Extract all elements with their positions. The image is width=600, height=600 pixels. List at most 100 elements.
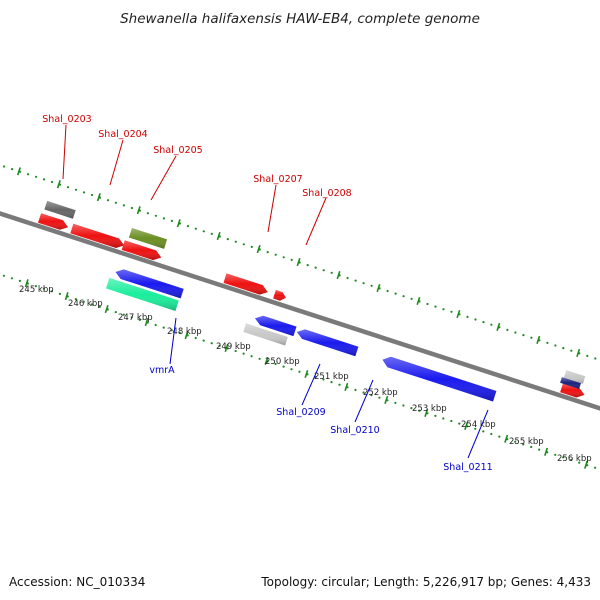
lower-scale-dot <box>138 318 141 321</box>
upper-scale-tick <box>56 180 61 189</box>
forward-gene-feature[interactable] <box>44 200 76 219</box>
lower-scale-dot <box>298 370 301 373</box>
forward-gene-feature[interactable] <box>560 377 581 389</box>
forward-gene-feature[interactable] <box>223 273 268 295</box>
upper-scale-dot <box>442 308 445 311</box>
scale-label: 254 kbp <box>461 420 496 430</box>
lower-scale-tick <box>384 395 389 404</box>
lower-scale-dot <box>58 292 62 295</box>
gene-label-shal-0210[interactable]: Shal_0210 <box>330 425 379 436</box>
forward-gene-feature[interactable] <box>273 289 286 301</box>
reverse-gene-feature[interactable] <box>255 315 297 337</box>
upper-scale-tick <box>576 348 581 357</box>
callout-line <box>354 379 374 423</box>
lower-scale-dot <box>218 344 221 347</box>
gene-label-shal-0203[interactable]: Shal_0203 <box>42 114 91 125</box>
forward-gene-feature[interactable] <box>121 240 162 261</box>
scale-label-layer: 245 kbp 246 kbp 247 kbp 248 kbp 249 kbp … <box>19 285 592 464</box>
gene-label-shal-0211[interactable]: Shal_0211 <box>443 462 492 473</box>
lower-scale-tick <box>144 318 149 327</box>
reverse-gene-feature[interactable] <box>296 329 359 357</box>
gene-label-vmra[interactable]: vmrA <box>149 365 175 376</box>
upper-scale-dot <box>306 264 309 267</box>
gene-label-shal-0209[interactable]: Shal_0209 <box>276 407 325 418</box>
upper-scale-tick <box>16 167 21 176</box>
forward-gene-feature-shade <box>560 382 585 398</box>
reverse-gene-feature[interactable] <box>106 277 179 311</box>
upper-scale-tick <box>176 219 181 228</box>
reverse-gene-feature-shade <box>115 269 184 299</box>
scale-label: 252 kbp <box>363 388 398 398</box>
forward-gene-feature-shade <box>38 213 69 230</box>
lower-scale-dot <box>378 396 381 399</box>
lower-scale-dot <box>370 394 373 397</box>
upper-scale-tick <box>536 335 541 344</box>
upper-scale-dot <box>570 349 573 352</box>
forward-gene-feature-shade <box>121 240 162 261</box>
lower-scale-dot <box>394 401 397 404</box>
lower-scale-tick <box>544 447 549 456</box>
upper-scale-dot <box>330 271 333 274</box>
upper-scale-tick <box>496 322 501 332</box>
lower-scale-dot <box>338 383 341 386</box>
lower-scale-dot <box>10 277 13 280</box>
forward-gene-feature[interactable] <box>128 228 168 249</box>
lower-scale-dot <box>450 419 453 423</box>
reverse-gene-feature-shade <box>106 277 179 311</box>
scale-label: 249 kbp <box>216 342 251 352</box>
gene-label-shal-0207[interactable]: Shal_0207 <box>253 174 302 185</box>
forward-gene-feature[interactable] <box>563 370 586 384</box>
lower-scale-dot <box>74 298 77 301</box>
upper-scale-dot <box>546 341 549 344</box>
lower-scale-dot <box>162 326 165 329</box>
lower-scale-dot <box>90 303 93 306</box>
upper-scale-dot <box>314 266 317 269</box>
forward-gene-feature-shade <box>563 370 586 384</box>
lower-scale-dot <box>234 349 237 353</box>
upper-scale-tick <box>296 258 301 267</box>
lower-scale-dot <box>434 414 437 417</box>
lower-scale-dot <box>114 311 117 314</box>
upper-scale-dot <box>146 212 149 215</box>
lower-scale-dot <box>242 352 245 355</box>
upper-scale-dot <box>530 336 533 339</box>
upper-scale-dot <box>154 214 157 217</box>
reverse-gene-feature[interactable] <box>243 323 288 346</box>
upper-scale-tick <box>216 232 221 241</box>
lower-scale-dot <box>522 443 525 446</box>
callout-line <box>267 184 277 233</box>
lower-scale-dot <box>98 305 101 308</box>
forward-gene-feature[interactable] <box>70 223 125 248</box>
upper-scale-dot <box>362 282 365 285</box>
upper-scale-dot <box>82 191 86 194</box>
upper-scale-dot <box>594 357 597 360</box>
gene-label-shal-0204[interactable]: Shal_0204 <box>98 129 147 140</box>
upper-scale-dot <box>3 165 6 168</box>
gene-label-shal-0208[interactable]: Shal_0208 <box>302 188 351 199</box>
upper-scale-dot <box>402 295 405 298</box>
reverse-gene-feature[interactable] <box>382 356 497 402</box>
upper-scale-dot <box>290 258 293 261</box>
callout-line <box>169 317 177 365</box>
callout-line <box>150 155 177 201</box>
upper-scale-dot <box>162 217 165 220</box>
upper-scale-tick <box>376 283 381 293</box>
upper-scale-dot <box>130 206 133 210</box>
forward-gene-feature[interactable] <box>38 213 69 230</box>
callout-layer <box>62 124 489 459</box>
reverse-gene-feature[interactable] <box>115 269 184 299</box>
lower-scale-tick <box>304 369 309 379</box>
lower-scale-dot <box>362 391 365 394</box>
lower-scale-dot <box>490 432 493 436</box>
upper-scale-dot <box>50 180 54 184</box>
lower-scale-dot <box>322 378 325 381</box>
gene-label-shal-0205[interactable]: Shal_0205 <box>153 145 202 156</box>
forward-gene-feature[interactable] <box>560 382 585 398</box>
lower-scale-tick <box>464 421 469 430</box>
lower-scale-dot <box>538 448 541 451</box>
forward-gene-feature-shade <box>128 228 168 249</box>
lower-scale-dot <box>570 458 573 462</box>
scale-label: 251 kbp <box>314 372 349 382</box>
upper-scale-dot <box>466 315 469 318</box>
upper-scale-dot <box>490 323 493 326</box>
